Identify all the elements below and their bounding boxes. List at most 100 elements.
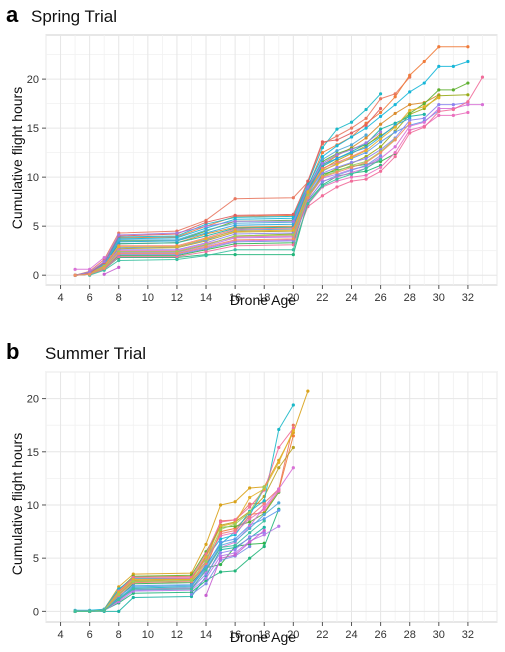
summer-series-point bbox=[204, 576, 208, 580]
x-tick-label: 8 bbox=[116, 292, 122, 304]
spring-series-point bbox=[408, 118, 412, 122]
spring-series-point bbox=[379, 137, 383, 141]
x-tick-label: 10 bbox=[142, 292, 154, 304]
spring-series-point bbox=[204, 220, 208, 224]
spring-series-point bbox=[437, 45, 441, 49]
summer-series-point bbox=[233, 569, 237, 573]
spring-series-point bbox=[437, 106, 441, 111]
spring-series-point bbox=[466, 93, 470, 97]
spring-series-point bbox=[306, 196, 310, 200]
spring-series-point bbox=[291, 219, 295, 223]
summer-series-point bbox=[306, 389, 310, 393]
summer-series-point bbox=[218, 570, 223, 574]
x-tick-label: 12 bbox=[171, 292, 183, 304]
spring-series-point bbox=[437, 113, 441, 117]
spring-series-point bbox=[306, 190, 310, 194]
spring-series-point bbox=[466, 81, 470, 85]
y-axis-title-spring: Cumulative flight hours bbox=[9, 87, 25, 229]
x-tick-label: 32 bbox=[462, 292, 474, 304]
spring-series-point bbox=[335, 127, 339, 131]
spring-series-point bbox=[349, 175, 354, 179]
spring-series-point bbox=[233, 234, 237, 238]
spring-series-point bbox=[349, 126, 354, 130]
spring-series-point bbox=[422, 116, 426, 120]
spring-series-point bbox=[364, 166, 368, 170]
spring-series-point bbox=[422, 125, 426, 129]
summer-series-point bbox=[88, 609, 92, 613]
spring-series-point bbox=[451, 64, 455, 68]
spring-series-point bbox=[437, 88, 441, 92]
spring-series-point bbox=[320, 171, 325, 175]
x-tick-label: 26 bbox=[374, 629, 386, 641]
y-tick-label: 0 bbox=[33, 606, 39, 618]
spring-series-point bbox=[117, 233, 121, 237]
summer-series-point bbox=[233, 553, 237, 557]
summer-series-point bbox=[277, 508, 281, 512]
y-tick-label: 10 bbox=[27, 172, 39, 184]
spring-series-point bbox=[349, 168, 354, 172]
summer-series-point bbox=[117, 609, 121, 613]
summer-series-point bbox=[189, 592, 194, 596]
x-tick-label: 6 bbox=[87, 292, 93, 304]
spring-series-point bbox=[335, 144, 339, 148]
spring-series-point bbox=[451, 113, 455, 117]
spring-series-point bbox=[320, 184, 325, 188]
spring-series-point bbox=[335, 134, 339, 138]
spring-series-point bbox=[379, 151, 383, 155]
spring-series-point bbox=[466, 59, 470, 64]
summer-series-point bbox=[248, 544, 252, 549]
summer-series-point bbox=[262, 533, 266, 537]
spring-series-point bbox=[233, 248, 237, 252]
spring-series-point bbox=[379, 127, 383, 131]
spring-series-point bbox=[364, 169, 368, 173]
spring-series-point bbox=[379, 140, 383, 144]
summer-series-point bbox=[248, 526, 252, 530]
spring-series-point bbox=[204, 245, 208, 249]
spring-series-point bbox=[437, 64, 441, 68]
spring-series-point bbox=[393, 95, 397, 99]
summer-series-point bbox=[248, 502, 252, 506]
summer-series-point bbox=[131, 595, 135, 600]
summer-series-point bbox=[262, 528, 266, 533]
summer-series-point bbox=[218, 537, 223, 541]
spring-series-point bbox=[408, 128, 412, 132]
spring-series-point bbox=[335, 162, 339, 167]
x-tick-label: 22 bbox=[316, 292, 328, 304]
spring-series-point bbox=[335, 173, 339, 177]
spring-series-point bbox=[349, 131, 354, 135]
spring-series-point bbox=[320, 146, 325, 150]
spring-series-point bbox=[451, 103, 455, 107]
spring-series-point bbox=[437, 109, 441, 114]
spring-series-point bbox=[379, 97, 383, 101]
spring-series-point bbox=[466, 110, 470, 115]
summer-series-point bbox=[204, 572, 208, 576]
summer-series-point bbox=[291, 466, 295, 470]
summer-series-point bbox=[248, 535, 252, 539]
spring-series-point bbox=[364, 123, 368, 127]
spring-series-point bbox=[233, 213, 237, 217]
summer-series-point bbox=[248, 515, 252, 519]
summer-series-point bbox=[204, 568, 208, 572]
spring-series-point bbox=[306, 202, 310, 206]
spring-series-point bbox=[408, 90, 412, 94]
spring-series-point bbox=[451, 88, 455, 92]
spring-series-point bbox=[349, 165, 354, 169]
summer-series-point bbox=[218, 556, 223, 560]
x-tick-label: 28 bbox=[404, 629, 416, 641]
summer-series-point bbox=[262, 525, 266, 529]
spring-series-point bbox=[335, 170, 339, 174]
spring-series-point bbox=[408, 124, 412, 128]
spring-series-point bbox=[349, 160, 354, 165]
summer-series-point bbox=[218, 524, 223, 528]
x-tick-label: 8 bbox=[116, 629, 122, 641]
spring-series-point bbox=[175, 252, 179, 256]
x-tick-label: 12 bbox=[171, 629, 183, 641]
summer-series-point bbox=[262, 502, 266, 506]
spring-series-point bbox=[364, 126, 368, 130]
spring-series-point bbox=[379, 114, 383, 118]
summer-series-point bbox=[73, 609, 77, 613]
summer-series-point bbox=[218, 532, 223, 536]
spring-series-point bbox=[393, 145, 397, 149]
summer-series-point bbox=[117, 598, 121, 602]
summer-series-point bbox=[218, 520, 223, 524]
